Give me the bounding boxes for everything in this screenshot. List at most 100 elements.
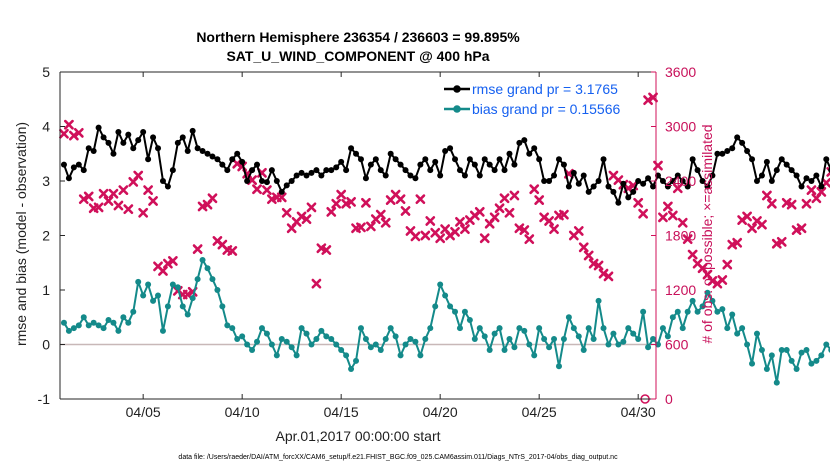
y-right-tick-label: 1800 [665,228,696,244]
rmse-point [323,167,330,174]
obs-assimilated-marker [103,196,114,206]
rmse-point [382,172,389,179]
obs-assimilated-marker [707,276,718,286]
rmse-point [689,156,696,163]
bias-point [585,325,592,332]
bias-point [427,325,434,332]
rmse-point [392,156,399,163]
bias-point [808,360,815,367]
rmse-point [635,178,642,184]
bias-point [159,327,166,334]
bias-point [234,336,241,343]
obs-assimilated-marker [732,237,743,248]
rmse-point [486,161,493,168]
bias-point [353,357,360,364]
obs-assimilated-marker [64,119,74,130]
obs-assimilated-marker [207,193,218,204]
obs-assimilated-marker [365,221,376,232]
obs-assimilated-marker [643,95,653,106]
obs-assimilated-marker [801,198,812,209]
bias-point [768,352,775,359]
bias-point [387,325,394,332]
bias-series-layer [60,257,830,386]
obs-assimilated-marker [148,196,158,206]
x-tick-label: 04/10 [225,404,260,420]
rmse-point [650,183,657,190]
rmse-point [135,137,142,144]
bias-point [189,295,196,302]
obs-assimilated-marker [167,256,178,266]
obs-assimilated-marker [524,234,535,245]
bias-point [328,336,335,343]
bias-point [229,325,236,332]
bias-point [75,322,82,329]
bias-point [110,319,117,326]
obs-assimilated-marker [717,275,728,285]
rmse-point [130,145,137,152]
rmse-point [357,156,364,163]
bias-point [273,352,280,359]
bias-point [105,316,112,323]
obs-assimilated-marker [603,271,614,282]
x-axis-label: Apr.01,2017 00:00:00 start [275,428,440,444]
rmse-point [387,150,394,157]
rmse-point [169,167,176,174]
bias-point [184,311,191,318]
obs-assimilated-marker [658,212,668,223]
rmse-point [239,158,246,165]
obs-assimilated-marker [633,197,644,208]
rmse-point [184,148,191,155]
bias-point [145,281,152,288]
y-left-tick-label: 3 [42,173,50,189]
y-right-tick-label: 0 [665,391,673,407]
obs-assimilated-marker [306,202,317,213]
rmse-point [293,172,300,179]
bias-point [516,325,523,332]
rmse-point [585,188,592,195]
bias-point [199,257,206,264]
bias-point [546,344,553,351]
rmse-point [377,167,384,174]
bias-point [704,289,711,296]
rmse-point [402,167,409,174]
rmse-point [447,145,454,152]
obs-assimilated-marker [667,210,678,221]
bias-point [219,303,226,310]
bias-point [377,346,384,353]
bias-point [397,352,404,359]
y-right-tick-label: 3600 [665,64,696,80]
bias-line [63,259,830,384]
rmse-point [80,167,87,174]
rmse-point [768,178,775,184]
bias-point [298,325,305,332]
rmse-point [432,158,439,165]
rmse-point [338,158,345,165]
rmse-point [803,175,810,182]
bias-point [531,352,538,359]
obs-assimilated-marker [395,194,406,205]
obs-assimilated-marker [816,187,827,197]
rmse-point [155,145,162,152]
rmse-point [60,161,67,168]
obs-assimilated-marker [519,225,530,235]
rmse-point [521,137,528,144]
x-tick-label: 04/30 [621,404,656,420]
rmse-point [164,183,171,190]
rmse-series-layer [60,124,830,206]
rmse-point [204,150,211,157]
bias-point [788,357,795,364]
bias-point [773,379,780,386]
y-left-tick-label: 4 [42,119,50,135]
chart-title-line2: SAT_U_WIND_COMPONENT @ 400 hPa [226,48,489,64]
rmse-point [159,178,166,184]
bias-point [565,314,572,321]
rmse-point [724,148,731,155]
rmse-point [348,145,355,152]
bias-point [481,333,488,340]
bias-point [526,341,533,348]
rmse-point [353,150,360,157]
rmse-point [209,153,216,160]
bias-point [664,333,671,340]
rmse-point [813,172,820,179]
